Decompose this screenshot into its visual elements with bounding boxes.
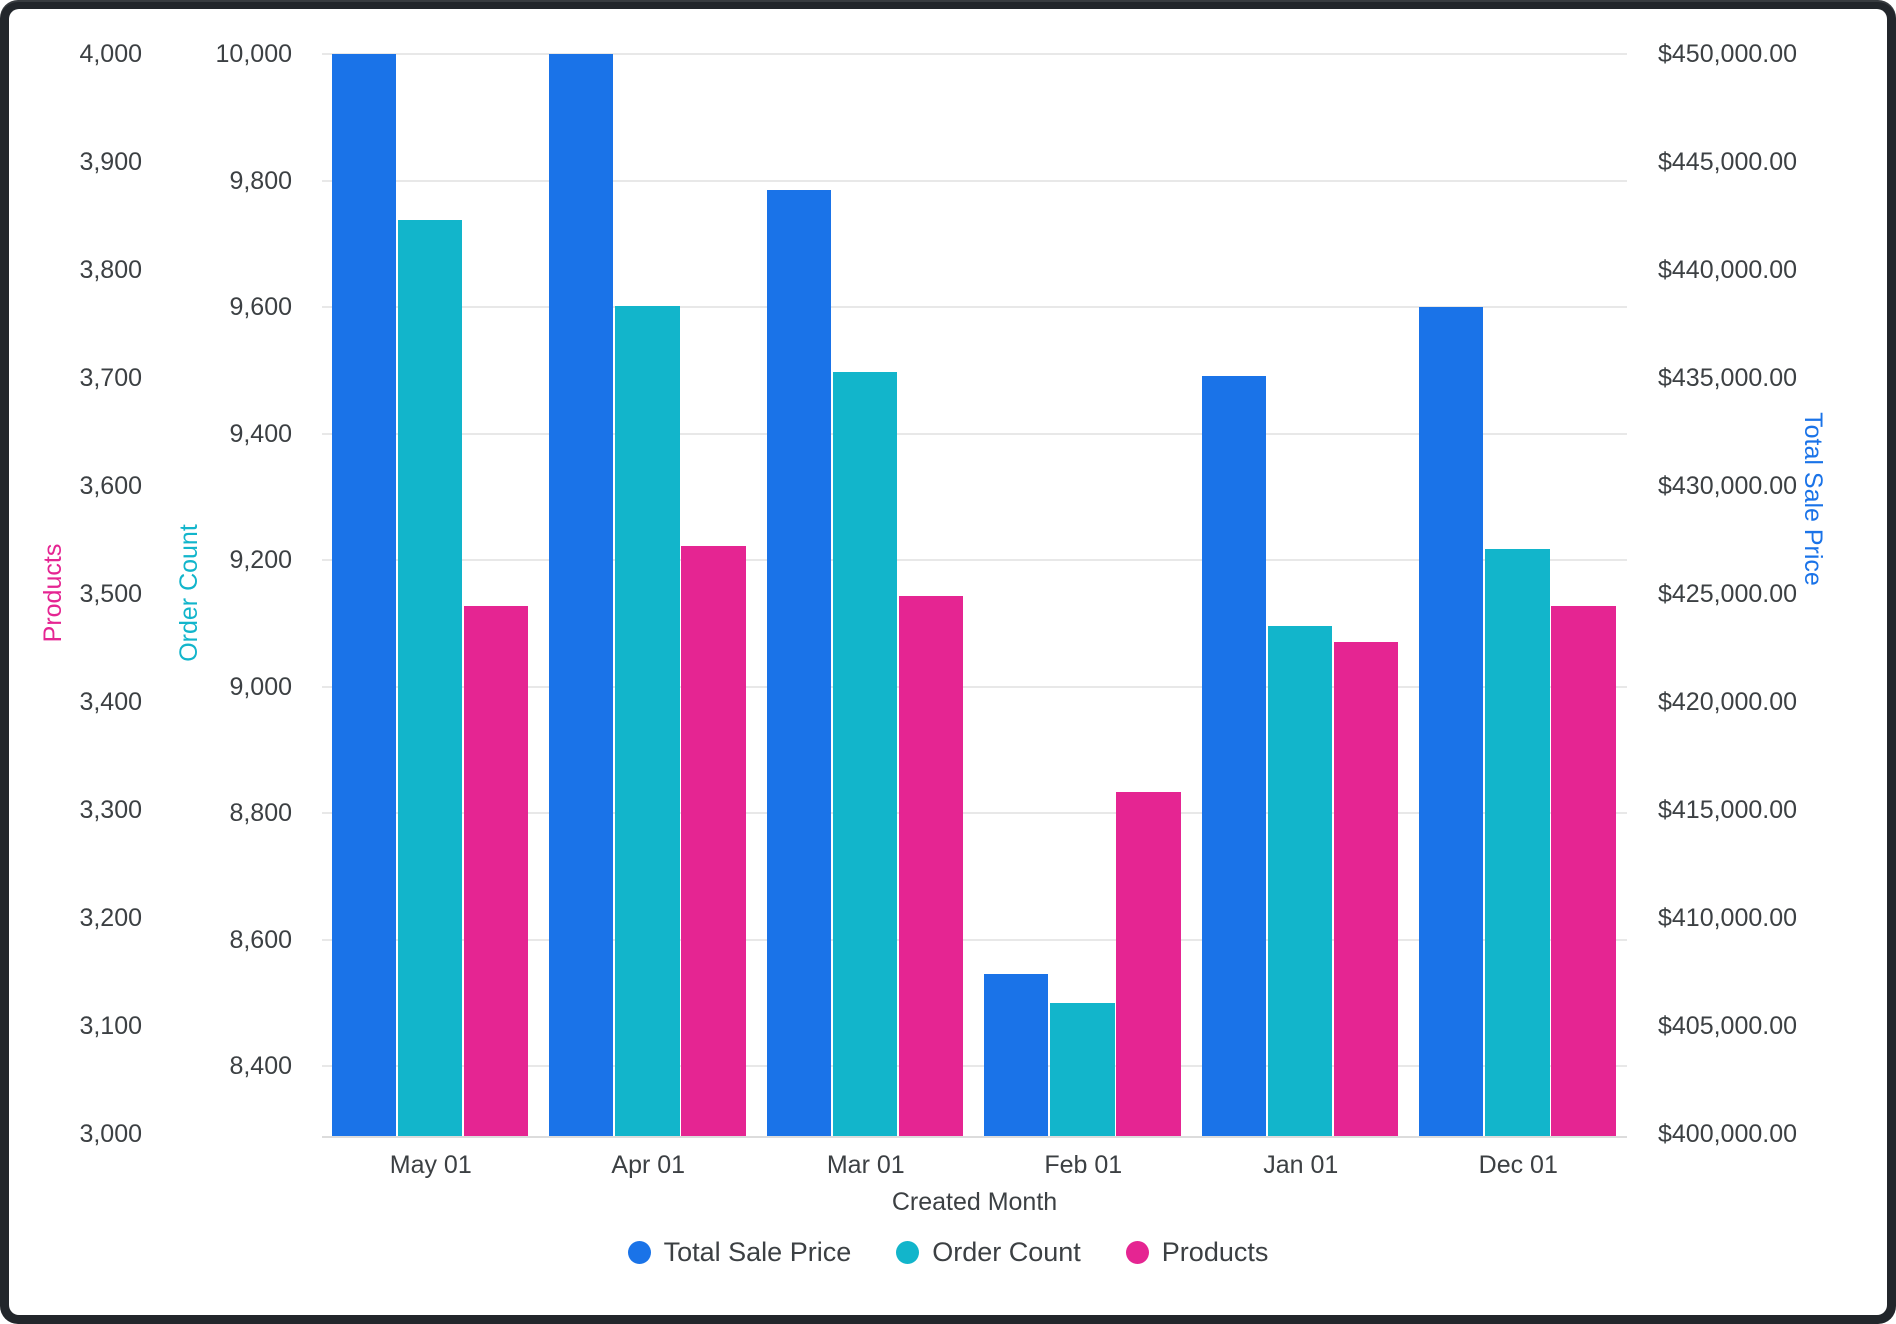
- bar-products-mar-01[interactable]: [898, 596, 964, 1136]
- x-axis-title: Created Month: [891, 1188, 1058, 1216]
- order-count-tick-label: 9,800: [229, 166, 292, 195]
- gridline: [322, 559, 1627, 561]
- products-tick-label: 3,600: [79, 472, 142, 500]
- bar-products-jan-01[interactable]: [1333, 641, 1399, 1136]
- price-tick-label: $425,000.00: [1658, 580, 1798, 608]
- legend: Total Sale Price Order Count Products: [0, 1232, 1896, 1272]
- x-tick-label: Feb 01: [1044, 1151, 1123, 1179]
- order-count-tick-label: 8,600: [229, 925, 292, 954]
- legend-dot-icon: [1125, 1240, 1149, 1264]
- x-axis-line: [322, 1136, 1627, 1138]
- bar-products-may-01[interactable]: [463, 605, 529, 1136]
- price-tick-label: $410,000.00: [1658, 904, 1798, 932]
- order-count-tick-label: 9,000: [229, 672, 292, 701]
- y-axis-title-total-sale-price: Total Sale Price: [1799, 412, 1827, 586]
- gridline: [322, 812, 1627, 814]
- price-tick-label: $450,000.00: [1658, 40, 1798, 68]
- products-tick-label: 3,700: [79, 364, 142, 392]
- gridline: [322, 1065, 1627, 1067]
- legend-dot-icon: [627, 1240, 651, 1264]
- order-count-tick-label: 9,600: [229, 293, 292, 321]
- legend-item-total-sale-price[interactable]: Total Sale Price: [627, 1236, 852, 1268]
- price-tick-label: $420,000.00: [1658, 688, 1798, 716]
- products-tick-label: 3,500: [79, 580, 142, 608]
- order-count-tick-label: 8,400: [229, 1052, 292, 1080]
- legend-item-order-count[interactable]: Order Count: [896, 1237, 1081, 1268]
- price-tick-label: $435,000.00: [1658, 364, 1798, 392]
- bar-total-sale-price-feb-01[interactable]: [984, 974, 1049, 1136]
- products-tick-label: 3,800: [79, 256, 142, 284]
- products-tick-label: 3,300: [79, 796, 142, 824]
- legend-item-products[interactable]: Products: [1125, 1236, 1269, 1268]
- bar-order-count-may-01[interactable]: [397, 219, 463, 1136]
- price-tick-label: $415,000.00: [1658, 796, 1798, 824]
- order-count-tick-label: 9,200: [229, 546, 292, 574]
- y-axis-title-products: Products: [39, 543, 67, 643]
- legend-label: Total Sale Price: [663, 1236, 852, 1267]
- x-tick-label: May 01: [389, 1151, 472, 1179]
- x-tick-label: Dec 01: [1478, 1151, 1558, 1179]
- bar-order-count-mar-01[interactable]: [832, 372, 898, 1136]
- legend-label: Products: [1161, 1236, 1269, 1267]
- price-tick-label: $445,000.00: [1658, 148, 1798, 176]
- x-tick-label: Apr 01: [611, 1151, 686, 1179]
- bar-total-sale-price-may-01[interactable]: [331, 54, 396, 1136]
- legend-dot-icon: [896, 1240, 920, 1264]
- bar-total-sale-price-apr-01[interactable]: [549, 54, 614, 1136]
- products-tick-label: 3,100: [79, 1012, 142, 1040]
- bar-products-feb-01[interactable]: [1116, 791, 1181, 1136]
- order-count-tick-label: 10,000: [215, 40, 292, 68]
- price-tick-label: $440,000.00: [1658, 256, 1798, 284]
- price-tick-label: $430,000.00: [1658, 472, 1798, 500]
- gridline: [322, 938, 1627, 941]
- bar-products-apr-01[interactable]: [681, 546, 746, 1136]
- gridline: [322, 179, 1627, 182]
- gridline: [322, 53, 1627, 55]
- products-tick-label: 4,000: [79, 40, 142, 68]
- price-tick-label: $405,000.00: [1658, 1012, 1798, 1040]
- x-tick-label: Mar 01: [826, 1151, 905, 1179]
- products-tick-label: 3,900: [79, 148, 142, 176]
- bar-order-count-jan-01[interactable]: [1267, 625, 1333, 1136]
- gridline: [322, 685, 1627, 688]
- bar-order-count-apr-01[interactable]: [615, 305, 680, 1136]
- gridline: [322, 306, 1627, 308]
- order-count-tick-label: 8,800: [229, 799, 292, 827]
- products-tick-label: 3,400: [79, 688, 142, 716]
- bar-total-sale-price-dec-01[interactable]: [1419, 306, 1484, 1136]
- price-tick-label: $400,000.00: [1658, 1120, 1798, 1148]
- bar-total-sale-price-mar-01[interactable]: [766, 190, 831, 1136]
- bar-order-count-dec-01[interactable]: [1485, 548, 1550, 1136]
- x-tick-label: Jan 01: [1263, 1151, 1339, 1179]
- gridline: [322, 432, 1627, 435]
- products-tick-label: 3,000: [79, 1120, 142, 1148]
- bar-order-count-feb-01[interactable]: [1050, 1002, 1115, 1136]
- y-axis-title-order-count: Order Count: [175, 524, 203, 662]
- order-count-tick-label: 9,400: [229, 419, 292, 448]
- products-tick-label: 3,200: [79, 904, 142, 932]
- legend-label: Order Count: [932, 1236, 1081, 1267]
- bar-total-sale-price-jan-01[interactable]: [1201, 375, 1266, 1136]
- bar-products-dec-01[interactable]: [1551, 605, 1616, 1136]
